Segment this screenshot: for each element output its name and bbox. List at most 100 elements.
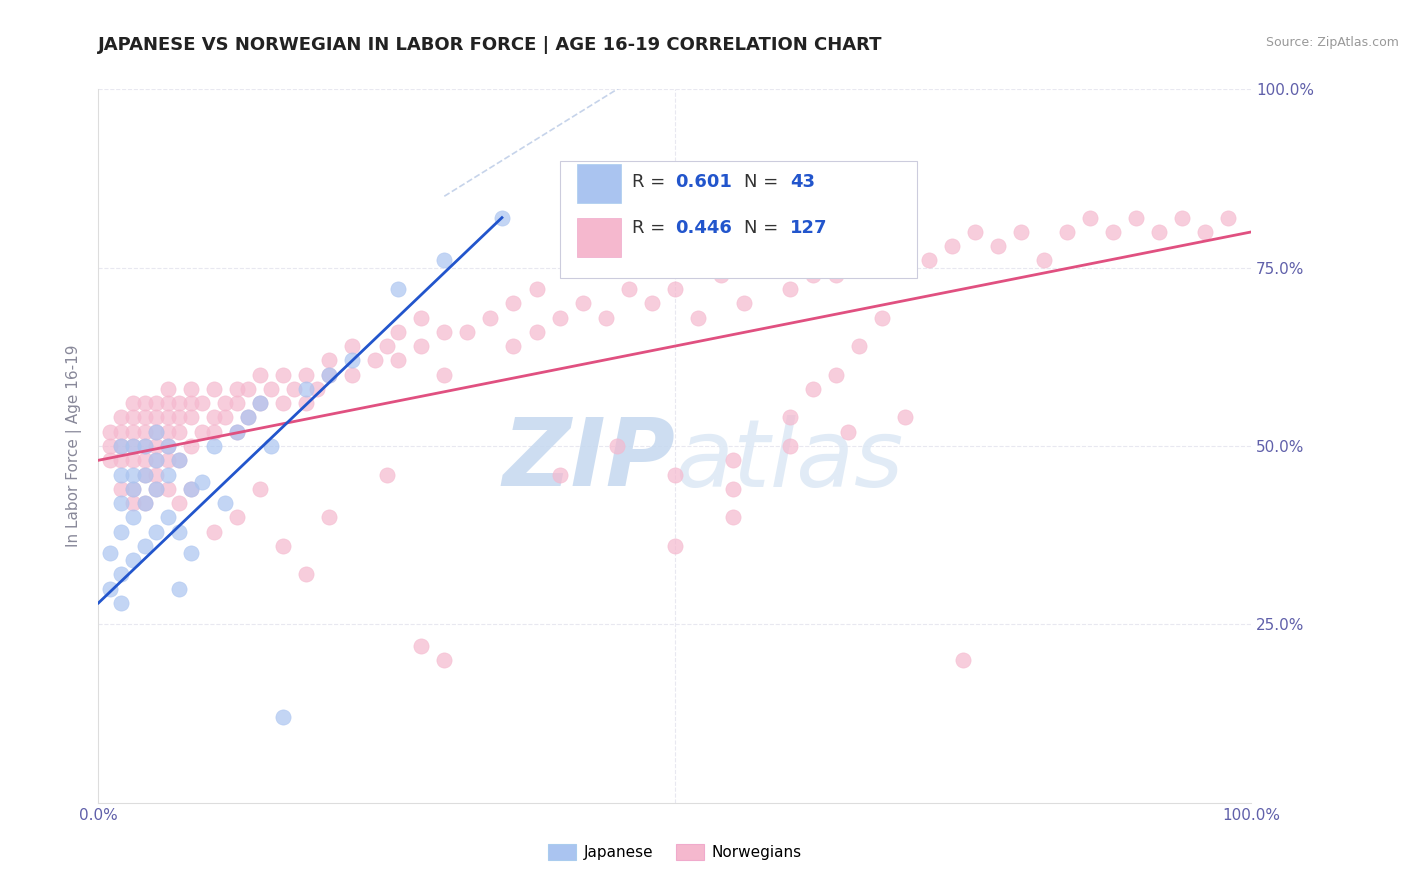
Point	[156, 382, 179, 396]
Point	[134, 410, 156, 425]
Point	[1056, 225, 1078, 239]
Point	[411, 310, 433, 325]
Text: ZIP: ZIP	[502, 414, 675, 507]
Point	[848, 339, 870, 353]
Point	[238, 382, 260, 396]
Point	[271, 539, 294, 553]
Point	[238, 410, 260, 425]
Point	[156, 425, 179, 439]
Point	[387, 282, 409, 296]
Point	[1194, 225, 1216, 239]
Point	[502, 339, 524, 353]
Point	[295, 382, 318, 396]
Point	[214, 396, 236, 410]
Text: N =: N =	[744, 173, 779, 191]
Text: 0.601: 0.601	[675, 173, 731, 191]
Point	[110, 567, 132, 582]
Point	[180, 482, 202, 496]
Point	[202, 382, 225, 396]
Point	[641, 296, 664, 310]
Point	[825, 268, 848, 282]
Point	[202, 524, 225, 539]
Point	[733, 296, 755, 310]
Point	[238, 410, 260, 425]
Point	[433, 253, 456, 268]
Point	[145, 396, 167, 410]
Text: R =: R =	[633, 173, 671, 191]
Point	[271, 710, 294, 724]
Point	[433, 653, 456, 667]
Point	[848, 253, 870, 268]
Point	[548, 310, 571, 325]
Point	[502, 296, 524, 310]
Point	[110, 496, 132, 510]
Point	[167, 410, 190, 425]
Point	[110, 596, 132, 610]
Point	[180, 439, 202, 453]
Point	[122, 553, 145, 567]
FancyBboxPatch shape	[560, 161, 917, 278]
Point	[156, 396, 179, 410]
Point	[249, 368, 271, 382]
Point	[411, 339, 433, 353]
Point	[122, 453, 145, 467]
Point	[283, 382, 305, 396]
Point	[963, 225, 986, 239]
Point	[779, 282, 801, 296]
Point	[1078, 211, 1101, 225]
Point	[202, 439, 225, 453]
Point	[156, 482, 179, 496]
Point	[145, 524, 167, 539]
Point	[456, 325, 478, 339]
Point	[110, 467, 132, 482]
Point	[225, 510, 247, 524]
Point	[606, 439, 628, 453]
Point	[801, 268, 824, 282]
Point	[122, 482, 145, 496]
Point	[122, 425, 145, 439]
Point	[167, 496, 190, 510]
Point	[664, 539, 686, 553]
Point	[145, 453, 167, 467]
Y-axis label: In Labor Force | Age 16-19: In Labor Force | Age 16-19	[66, 344, 83, 548]
Point	[375, 467, 398, 482]
Point	[167, 425, 190, 439]
Point	[167, 453, 190, 467]
Point	[340, 339, 363, 353]
Point	[225, 382, 247, 396]
Point	[225, 396, 247, 410]
Point	[825, 368, 848, 382]
Point	[340, 353, 363, 368]
Point	[779, 410, 801, 425]
Text: N =: N =	[744, 219, 779, 237]
Point	[1010, 225, 1032, 239]
Point	[180, 382, 202, 396]
Point	[134, 439, 156, 453]
Text: 43: 43	[790, 173, 815, 191]
Point	[134, 453, 156, 467]
Point	[134, 439, 156, 453]
Point	[225, 425, 247, 439]
Point	[686, 310, 709, 325]
Text: 127: 127	[790, 219, 828, 237]
Point	[110, 410, 132, 425]
Point	[295, 396, 318, 410]
Point	[872, 310, 894, 325]
Point	[110, 439, 132, 453]
Point	[721, 453, 744, 467]
Point	[340, 368, 363, 382]
Point	[134, 467, 156, 482]
Point	[214, 496, 236, 510]
Point	[167, 524, 190, 539]
Point	[145, 453, 167, 467]
Point	[318, 510, 340, 524]
Point	[1147, 225, 1170, 239]
FancyBboxPatch shape	[576, 164, 620, 203]
Point	[134, 467, 156, 482]
Text: R =: R =	[633, 219, 671, 237]
Point	[122, 510, 145, 524]
Point	[110, 482, 132, 496]
Point	[917, 253, 939, 268]
Point	[433, 325, 456, 339]
Point	[145, 482, 167, 496]
